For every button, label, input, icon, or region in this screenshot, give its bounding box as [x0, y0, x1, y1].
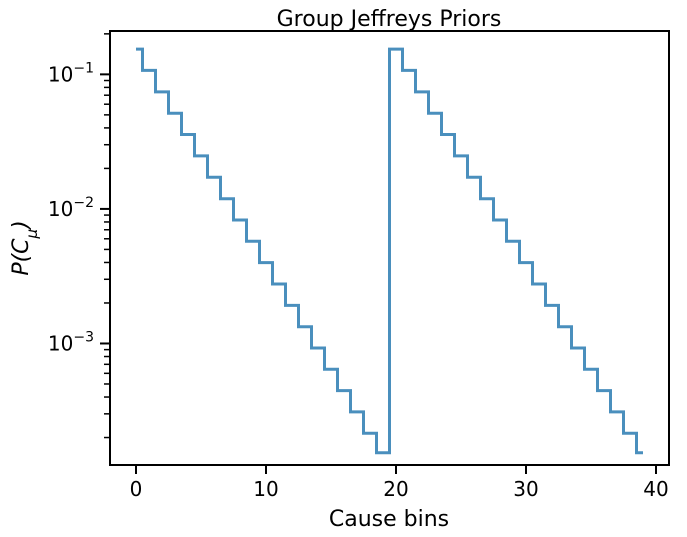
x-tick-label: 20: [383, 477, 408, 501]
x-axis-label: Cause bins: [329, 507, 449, 532]
y-axis-label-main: P(C: [9, 238, 34, 276]
plot-frame: [109, 30, 670, 466]
x-tick-label: 0: [130, 477, 143, 501]
x-tick-label: 10: [253, 477, 278, 501]
y-tick-label: 10−1: [48, 60, 94, 86]
chart-title: Group Jeffreys Priors: [277, 7, 502, 32]
x-tick-label: 30: [513, 477, 538, 501]
y-axis: 10−3 10−2 10−1: [48, 33, 110, 439]
series-line-0: [136, 47, 643, 455]
y-axis-label: P(Cμ): [9, 220, 41, 275]
x-tick-label: 40: [643, 477, 668, 501]
y-tick-label: 10−2: [48, 195, 94, 221]
y-axis-label-sub: μ: [23, 229, 41, 240]
x-axis: 0 10 20 30 40: [130, 465, 669, 501]
y-axis-label-close: ): [9, 220, 34, 231]
y-tick-label: 10−3: [48, 329, 94, 355]
plot-area: [136, 47, 643, 455]
